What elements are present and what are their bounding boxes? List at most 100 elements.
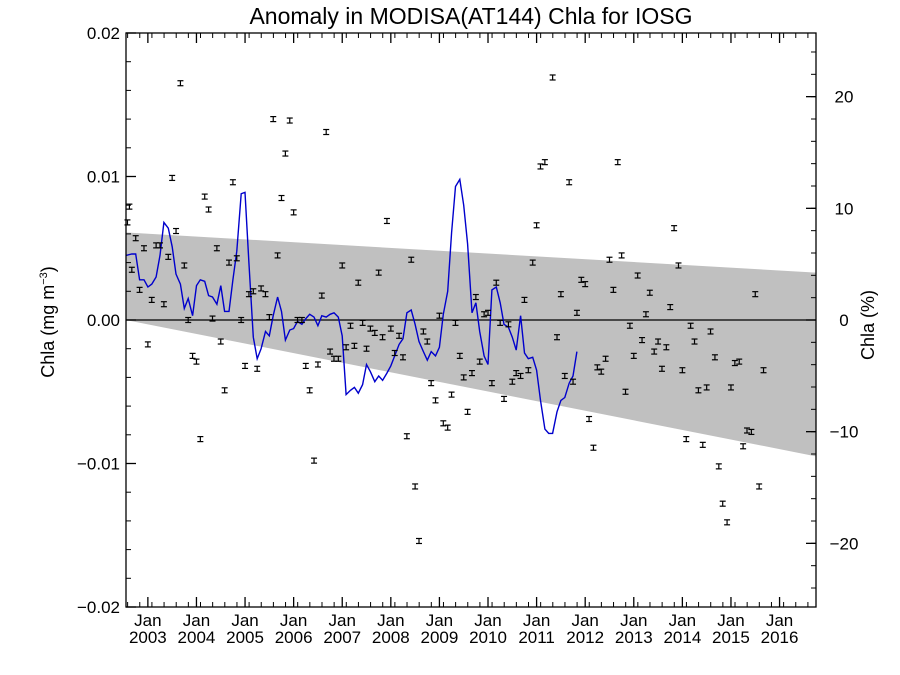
data-point [727,384,734,391]
data-point [282,150,289,157]
data-point [691,338,698,345]
data-point [488,380,495,387]
x-tick-month: Jan [280,611,307,630]
data-point [148,296,155,304]
data-point [302,362,309,370]
data-point [610,286,617,293]
data-point [290,209,297,216]
data-point [436,312,443,319]
data-point [460,374,467,381]
x-tick-year: 2006 [275,628,313,647]
data-point [642,311,649,318]
data-point [582,281,589,288]
data-point [217,338,224,345]
data-point [165,253,172,260]
data-point [671,225,678,232]
data-point [549,74,556,81]
data-point [335,355,342,362]
y-tick-label: 0.02 [87,24,120,43]
data-point [347,322,354,329]
x-tick-month: Jan [669,611,696,630]
data-point [278,194,285,202]
x-tick-month: Jan [426,611,453,630]
data-point [707,328,714,335]
y-axis-label-superscript: −3 [38,272,50,285]
data-point [566,179,573,186]
data-point [529,259,536,266]
y-axis-label-left: Chla (mg m−3) [38,266,58,378]
data-point [311,457,318,464]
data-point [476,358,483,365]
data-point [557,291,564,298]
data-point [663,344,670,351]
data-point [658,365,665,372]
data-point [724,519,731,526]
y-axis-right: 20 10 0 −10 −20 [806,51,858,589]
data-point [177,80,184,87]
data-point [408,256,415,263]
data-point [715,463,722,470]
data-point [683,436,690,443]
data-point [144,341,151,348]
data-point [517,372,524,380]
data-point [221,387,228,394]
data-point [367,325,374,332]
data-point [687,322,694,329]
data-point [703,384,710,391]
data-point [448,391,455,398]
data-point [667,303,674,311]
data-point [594,364,601,371]
data-point [590,444,597,451]
y2-tick-label: 0 [839,311,848,330]
data-point [634,272,641,279]
y-tick-label: −0.01 [77,455,120,474]
data-point [327,348,334,355]
data-point [505,321,512,328]
data-point [399,354,406,361]
x-tick-year: 2015 [712,628,750,647]
data-point [748,428,755,436]
data-point [173,227,180,235]
data-point [493,279,500,286]
data-point [533,222,540,229]
data-point [598,368,605,375]
data-point [387,325,394,332]
data-point [197,436,204,443]
x-tick-year: 2007 [323,628,361,647]
x-tick-year: 2012 [566,628,604,647]
data-point [428,380,435,387]
data-point [363,345,370,352]
x-tick-month: Jan [523,611,550,630]
data-point [306,387,313,394]
x-tick-month: Jan [134,611,161,630]
data-point [201,193,208,200]
x-tick-year: 2004 [178,628,216,647]
data-point [286,117,293,124]
data-point [412,483,419,490]
data-point [513,369,520,377]
smoothed-line [125,177,578,435]
data-point [339,262,346,269]
x-tick-year: 2008 [372,628,410,647]
x-tick-year: 2016 [761,628,799,647]
data-point [266,314,273,321]
data-point [525,367,532,374]
x-tick-month: Jan [717,611,744,630]
data-point [213,245,220,252]
data-point [359,319,366,326]
data-point [351,342,358,349]
data-point [391,349,398,357]
data-point [169,174,176,182]
data-point [602,355,609,362]
data-point [740,443,747,450]
data-point [444,424,451,431]
data-point [554,334,561,341]
data-point [355,279,362,286]
x-tick-year: 2005 [226,628,264,647]
x-tick-year: 2011 [518,628,555,647]
data-point [481,311,488,318]
band-area [126,232,816,457]
y-tick-label: −0.02 [77,598,120,617]
data-point [760,367,767,374]
